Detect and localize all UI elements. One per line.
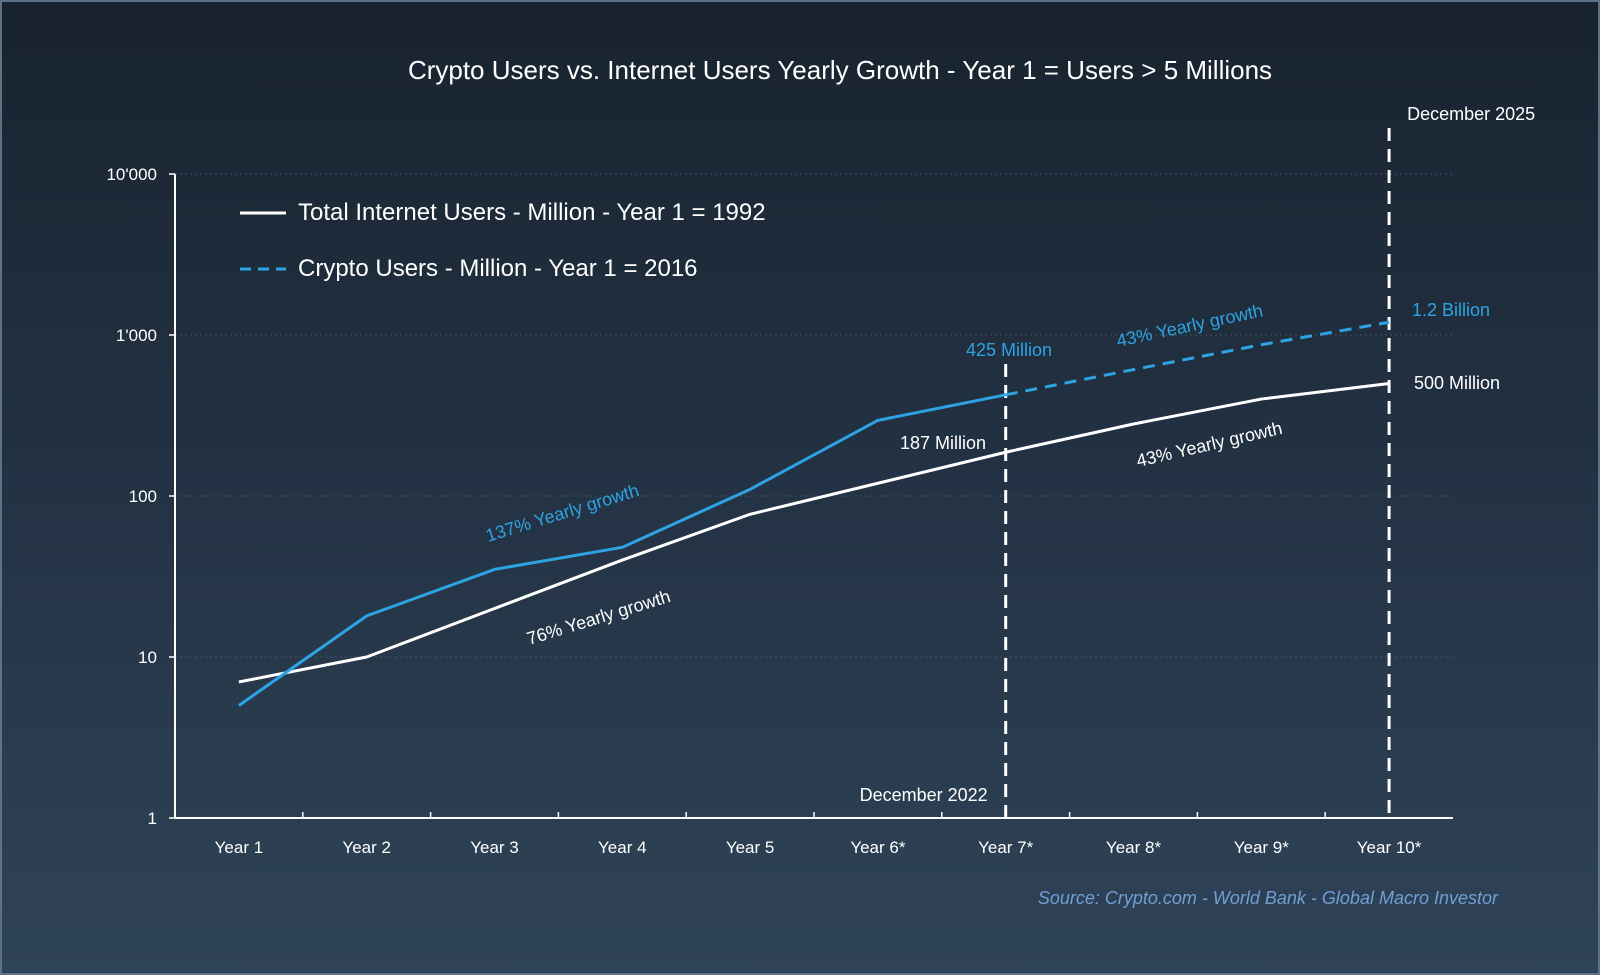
marker-label: December 2022 xyxy=(860,785,988,805)
y-tick-label: 100 xyxy=(129,487,157,506)
x-tick-label: Year 10* xyxy=(1357,838,1422,857)
series-lines xyxy=(238,320,1390,707)
series-line-crypto-projected xyxy=(1005,320,1390,397)
legend-label-internet: Total Internet Users - Million - Year 1 … xyxy=(298,199,766,226)
x-tick-label: Year 8* xyxy=(1106,838,1162,857)
x-tick-label: Year 2 xyxy=(342,838,391,857)
marker-label: December 2025 xyxy=(1407,104,1535,124)
x-tick-label: Year 6* xyxy=(850,838,906,857)
annotation-label: 76% Yearly growth xyxy=(524,586,672,649)
series-line-internet xyxy=(238,381,1390,684)
x-tick-label: Year 4 xyxy=(598,838,647,857)
annotation-label: 187 Million xyxy=(900,433,986,453)
chart-title: Crypto Users vs. Internet Users Yearly G… xyxy=(408,55,1272,85)
x-tick-label: Year 7* xyxy=(978,838,1034,857)
gridlines xyxy=(175,173,1453,658)
axes: 1 10 100 1'000 10'000 Year 1 Year 2 Year 3 Year … xyxy=(106,165,1453,857)
legend: Total Internet Users - Million - Year 1 … xyxy=(240,199,766,282)
annotation-label: 1.2 Billion xyxy=(1412,300,1490,320)
annotation-label: 43% Yearly growth xyxy=(1115,300,1265,351)
annotation-label: 137% Yearly growth xyxy=(483,480,641,546)
annotations: 425 Million 187 Million 1.2 Billion 500 Mil… xyxy=(483,300,1500,649)
source-note: Source: Crypto.com - World Bank - Global… xyxy=(1038,888,1499,908)
marker-lines: December 2022 December 2025 xyxy=(860,104,1535,818)
annotation-label: 500 Million xyxy=(1414,373,1500,393)
legend-label-crypto: Crypto Users - Million - Year 1 = 2016 xyxy=(298,255,698,282)
y-tick-label: 1 xyxy=(148,809,157,828)
series-line-crypto-actual xyxy=(238,393,1006,707)
annotation-label: 425 Million xyxy=(966,340,1052,360)
x-tick-label: Year 3 xyxy=(470,838,519,857)
x-tick-label: Year 9* xyxy=(1234,838,1290,857)
x-tick-label: Year 5 xyxy=(726,838,775,857)
annotation-label: 43% Yearly growth xyxy=(1134,418,1284,471)
y-tick-label: 10'000 xyxy=(106,165,157,184)
x-tick-label: Year 1 xyxy=(215,838,264,857)
y-tick-label: 1'000 xyxy=(116,326,157,345)
y-tick-label: 10 xyxy=(138,648,157,667)
